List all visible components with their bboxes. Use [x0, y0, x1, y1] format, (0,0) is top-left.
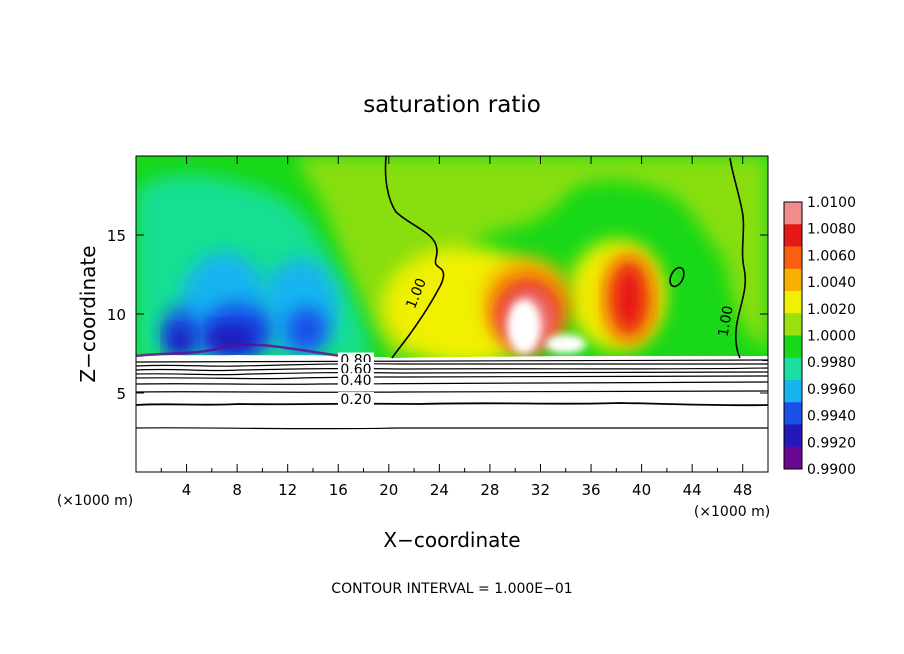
colorbar-label-0: 1.0100	[807, 195, 856, 211]
field-blob-12	[610, 260, 648, 337]
colorbar-band-9	[784, 402, 802, 425]
colorbar-band-4	[784, 291, 802, 314]
colorbar-band-8	[784, 380, 802, 403]
colorbar-frame	[783, 201, 803, 470]
contour-interval-note: CONTOUR INTERVAL = 1.000E−01	[331, 581, 572, 597]
field-blobs	[161, 239, 665, 367]
field-blob-14	[507, 299, 541, 354]
colorbar-band-6	[784, 335, 802, 359]
x-axis-ticks: 4 8 12 16 20 24 28 32 36 40 44 48	[160, 156, 752, 499]
colorbar-label-10: 0.9900	[807, 462, 856, 478]
y-tick-label-10: 10	[107, 306, 126, 324]
field-blob-4	[286, 307, 327, 352]
field-blob-5	[202, 325, 259, 354]
contour-label-bg-4	[337, 373, 374, 388]
contour-label-bg-5	[337, 392, 374, 407]
contour-label-bg-3	[337, 362, 374, 377]
colorbar-label-9: 0.9920	[807, 435, 856, 451]
x-tick-label-20: 20	[379, 481, 398, 499]
colorbar-label-7: 0.9960	[807, 382, 856, 398]
y-tick-label-5: 5	[116, 385, 126, 403]
colorbar-band-7	[784, 357, 802, 381]
colorbar-band-5	[784, 313, 802, 336]
x-tick-label-36: 36	[581, 481, 600, 499]
colorbar-band-2	[784, 246, 802, 270]
y-axis-ticks: 5 10 15	[107, 227, 768, 403]
colorbar-band-3	[784, 268, 802, 292]
ground-edge-dark	[136, 343, 341, 358]
colorbar-band-0	[784, 202, 802, 225]
colorbar-label-3: 1.0040	[807, 275, 856, 291]
colorbar-label-5: 1.0000	[807, 329, 856, 345]
x-tick-label-32: 32	[531, 481, 550, 499]
x-tick-label-44: 44	[683, 481, 702, 499]
field-blob-6	[167, 328, 193, 354]
colorbar: 1.0100 1.0080 1.0060 1.0040 1.0020 1.0000 0.99…	[783, 195, 856, 478]
colorbar-label-4: 1.0020	[807, 302, 856, 318]
x-tick-label-28: 28	[480, 481, 499, 499]
x-axis-label: X−coordinate	[383, 528, 520, 552]
colorbar-band-10	[784, 424, 802, 448]
colorbar-band-11	[784, 446, 802, 470]
chart-title: saturation ratio	[363, 92, 541, 118]
colorbar-label-1: 1.0080	[807, 222, 856, 238]
x-tick-label-24: 24	[430, 481, 449, 499]
x-unit-label: (×1000 m)	[694, 504, 770, 520]
contour-label-4: 0.40	[340, 373, 371, 389]
colorbar-label-6: 0.9980	[807, 355, 856, 371]
field-blob-15	[545, 334, 586, 354]
contour-1.00-right	[669, 157, 747, 359]
colorbar-label-2: 1.0060	[807, 248, 856, 264]
colorbar-band-1	[784, 224, 802, 247]
contour-label-5: 0.20	[340, 392, 371, 408]
contour-1.00-left	[384, 156, 445, 359]
x-tick-label-12: 12	[278, 481, 297, 499]
y-axis-label: Z−coordinate	[76, 245, 100, 382]
contour-label-1: 1.00	[716, 304, 737, 337]
x-tick-label-16: 16	[329, 481, 348, 499]
y-tick-label-15: 15	[107, 227, 126, 245]
x-tick-label-8: 8	[232, 481, 242, 499]
colorbar-label-8: 0.9940	[807, 409, 856, 425]
z-unit-label: (×1000 m)	[57, 493, 133, 509]
plot-area	[136, 156, 768, 472]
x-tick-label-40: 40	[632, 481, 651, 499]
x-tick-label-4: 4	[182, 481, 192, 499]
x-tick-label-48: 48	[733, 481, 752, 499]
